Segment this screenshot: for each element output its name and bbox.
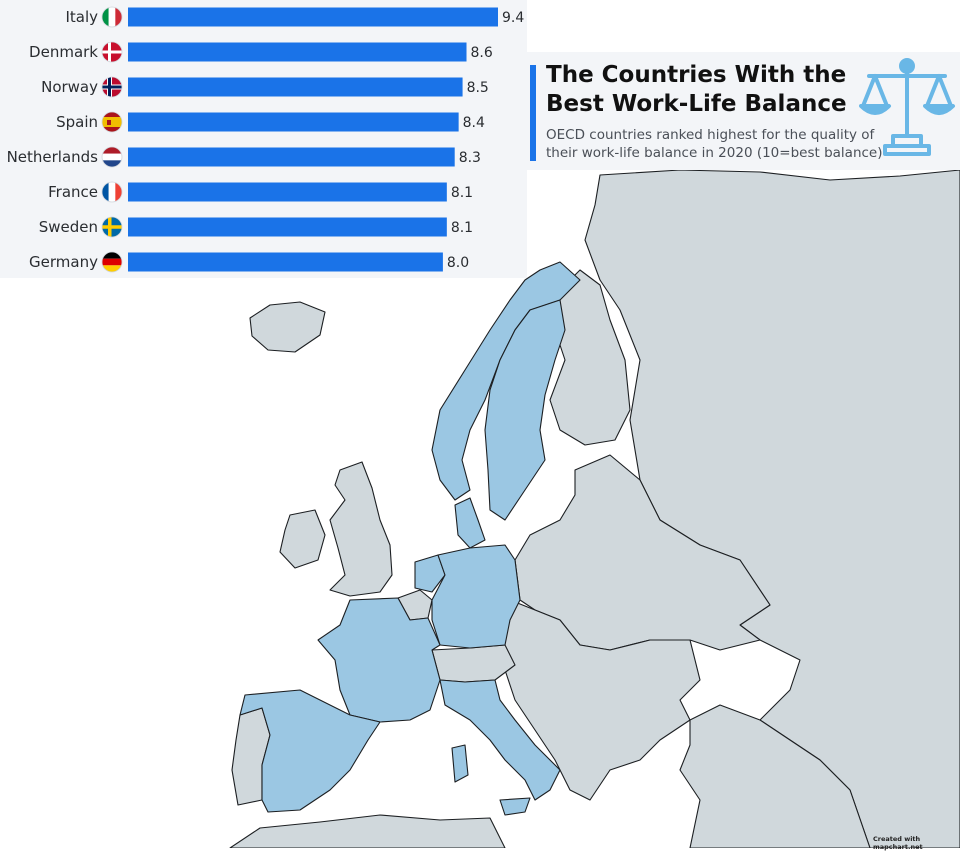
title-panel: The Countries With the Best Work-Life Ba… [527, 52, 960, 170]
map-russia [584, 169, 960, 848]
map-sweden [484, 299, 566, 521]
map-balkans [489, 599, 701, 801]
map-netherlands [414, 554, 446, 593]
bar-germany [128, 252, 443, 272]
bar-chart: Italy 9.4 Denmark 8.6 Norway 8.5 Spain 8.4 Nethe… [7, 6, 524, 273]
bar-italy [128, 7, 498, 27]
bar-row-italy: Italy 9.4 [65, 6, 524, 28]
category-label-france: France [48, 183, 98, 201]
map-sicily [499, 797, 531, 816]
italy-flag-icon [101, 6, 123, 28]
value-label-norway: 8.5 [467, 80, 489, 96]
bar-row-netherlands: Netherlands 8.3 [7, 146, 481, 168]
category-label-germany: Germany [29, 253, 98, 271]
value-label-germany: 8.0 [447, 255, 469, 271]
map-italy [439, 679, 561, 801]
map-germany [431, 544, 521, 649]
bar-sweden [128, 217, 447, 237]
germany-flag-icon [101, 251, 123, 273]
category-label-spain: Spain [56, 113, 98, 131]
map-turkey [679, 704, 871, 848]
bar-denmark [128, 42, 467, 62]
map-finland [549, 269, 631, 446]
value-label-italy: 9.4 [502, 10, 524, 26]
value-label-denmark: 8.6 [471, 45, 493, 61]
norway-flag-icon [101, 76, 123, 98]
category-label-norway: Norway [41, 78, 98, 96]
value-label-netherlands: 8.3 [459, 150, 481, 166]
map-uk [329, 461, 393, 597]
title-line-1: The Countries With the [546, 62, 847, 88]
denmark-flag-icon [101, 41, 123, 63]
value-label-france: 8.1 [451, 185, 473, 201]
subtitle-line-1: OECD countries ranked highest for the qu… [546, 127, 875, 143]
map-france [317, 597, 441, 723]
chart-panel: Italy 9.4 Denmark 8.6 Norway 8.5 Spain 8.4 Nethe… [0, 0, 527, 278]
map-ireland [279, 509, 326, 569]
category-label-sweden: Sweden [39, 218, 98, 236]
bar-spain [128, 112, 459, 132]
bar-row-denmark: Denmark 8.6 [29, 41, 493, 63]
bar-france [128, 182, 447, 202]
chart-subtitle: OECD countries ranked highest for the qu… [546, 126, 896, 162]
map-spain [239, 689, 381, 813]
france-flag-icon [101, 181, 123, 203]
chart-title: The Countries With the Best Work-Life Ba… [546, 61, 876, 119]
bar-norway [128, 77, 463, 97]
bar-row-spain: Spain 8.4 [56, 111, 485, 133]
category-label-italy: Italy [65, 8, 98, 26]
map-north-africa [229, 814, 506, 848]
subtitle-line-2: their work-life balance in 2020 (10=best… [546, 145, 883, 161]
value-label-spain: 8.4 [463, 115, 485, 131]
value-label-sweden: 8.1 [451, 220, 473, 236]
balance-scale-icon [859, 58, 955, 156]
map-credit: Created with mapchart.net [873, 835, 923, 851]
bar-netherlands [128, 147, 455, 167]
bar-row-germany: Germany 8.0 [29, 251, 469, 273]
netherlands-flag-icon [101, 146, 123, 168]
bar-row-norway: Norway 8.5 [41, 76, 489, 98]
category-label-netherlands: Netherlands [7, 148, 99, 166]
sweden-flag-icon [101, 216, 123, 238]
spain-flag-icon [101, 111, 123, 133]
bar-row-france: France 8.1 [48, 181, 473, 203]
map-denmark [454, 497, 486, 549]
category-label-denmark: Denmark [29, 43, 98, 61]
bar-row-sweden: Sweden 8.1 [39, 216, 473, 238]
map-iceland [249, 301, 326, 353]
title-line-2: Best Work-Life Balance [546, 91, 847, 117]
title-accent-bar [530, 65, 536, 161]
map-sardinia [451, 744, 469, 783]
